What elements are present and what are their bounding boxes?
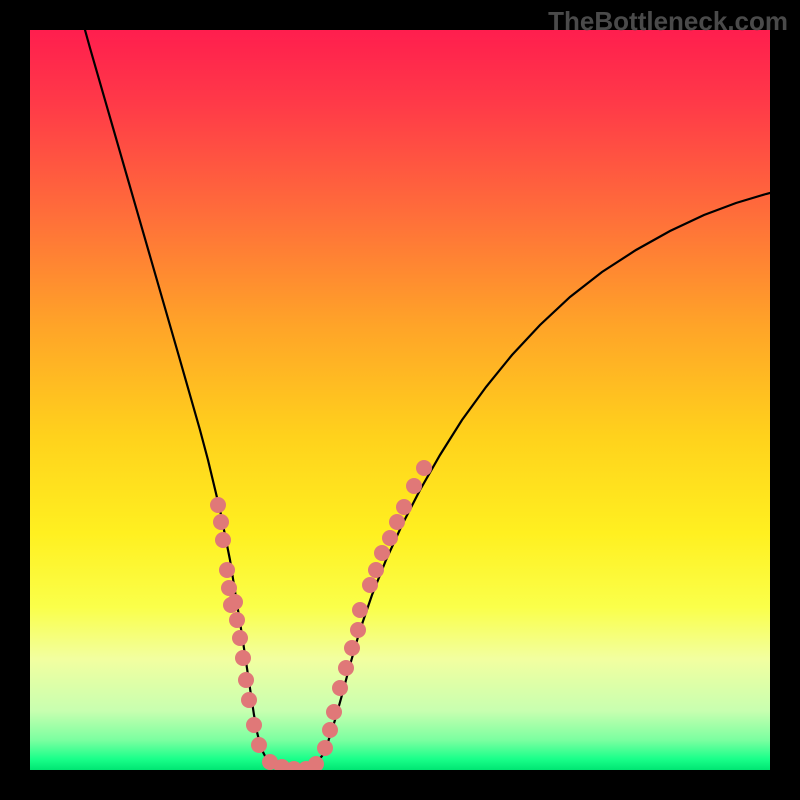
data-point-marker [352, 602, 368, 618]
data-point-marker [382, 530, 398, 546]
data-point-marker [238, 672, 254, 688]
data-point-marker [368, 562, 384, 578]
data-point-marker [338, 660, 354, 676]
data-point-marker [326, 704, 342, 720]
data-point-marker [251, 737, 267, 753]
data-point-marker [344, 640, 360, 656]
data-point-marker [232, 630, 248, 646]
data-point-marker [362, 577, 378, 593]
data-point-markers [210, 460, 432, 770]
data-point-marker [374, 545, 390, 561]
data-point-marker [241, 692, 257, 708]
chart-plot-area [30, 30, 770, 770]
watermark-text: TheBottleneck.com [548, 6, 788, 37]
curve-right-branch [300, 193, 770, 770]
data-point-marker [213, 514, 229, 530]
data-point-marker [350, 622, 366, 638]
data-point-marker [416, 460, 432, 476]
data-point-marker [246, 717, 262, 733]
data-point-marker [406, 478, 422, 494]
data-point-marker [215, 532, 231, 548]
data-point-marker [322, 722, 338, 738]
data-point-marker [317, 740, 333, 756]
data-point-marker [210, 497, 226, 513]
data-point-marker [219, 562, 235, 578]
data-point-marker [229, 612, 245, 628]
data-point-marker [227, 594, 243, 610]
bottleneck-curve-chart [30, 30, 770, 770]
data-point-marker [332, 680, 348, 696]
data-point-marker [235, 650, 251, 666]
data-point-marker [221, 580, 237, 596]
curve-left-branch [85, 30, 300, 770]
data-point-marker [389, 514, 405, 530]
data-point-marker [396, 499, 412, 515]
